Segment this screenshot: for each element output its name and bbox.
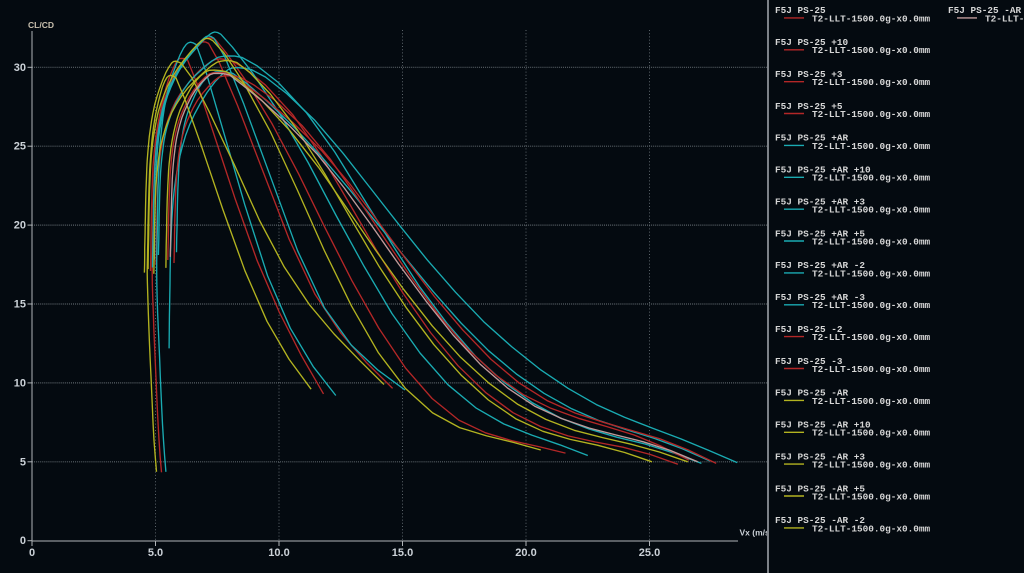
- svg-text:T2-LLT-1500.0g-x0.0mm: T2-LLT-1500.0g-x0.0mm: [812, 236, 931, 247]
- svg-text:25.0: 25.0: [639, 547, 660, 559]
- svg-text:T2-LLT-1500.0g-x0.0mm: T2-LLT-1500.0g-x0.0mm: [812, 268, 931, 279]
- svg-text:F5J PS-25 -AR +10: F5J PS-25 -AR +10: [775, 420, 871, 431]
- svg-text:F5J PS-25 +10: F5J PS-25 +10: [775, 37, 849, 48]
- svg-text:T2-LLT-1500.0g-x0.0mm: T2-LLT-1500.0g-x0.0mm: [812, 523, 931, 534]
- svg-text:T2-LLT-1500.0g-x0.0mm: T2-LLT-1500.0g-x0.0mm: [985, 13, 1024, 24]
- svg-text:5.0: 5.0: [148, 547, 163, 559]
- svg-text:F5J PS-25: F5J PS-25: [775, 5, 826, 16]
- svg-text:T2-LLT-1500.0g-x0.0mm: T2-LLT-1500.0g-x0.0mm: [812, 428, 931, 439]
- svg-text:F5J PS-25 +AR +10: F5J PS-25 +AR +10: [775, 165, 871, 176]
- svg-text:T2-LLT-1500.0g-x0.0mm: T2-LLT-1500.0g-x0.0mm: [812, 300, 931, 311]
- svg-text:T2-LLT-1500.0g-x0.0mm: T2-LLT-1500.0g-x0.0mm: [812, 45, 931, 56]
- svg-text:20.0: 20.0: [515, 547, 536, 559]
- svg-text:F5J PS-25 -AR -2: F5J PS-25 -AR -2: [775, 515, 865, 526]
- svg-text:F5J PS-25 -2: F5J PS-25 -2: [775, 324, 843, 335]
- svg-text:CL/CD: CL/CD: [28, 20, 54, 30]
- svg-text:5: 5: [20, 456, 26, 468]
- svg-text:F5J PS-25 +3: F5J PS-25 +3: [775, 69, 843, 80]
- svg-text:T2-LLT-1500.0g-x0.0mm: T2-LLT-1500.0g-x0.0mm: [812, 364, 931, 375]
- svg-text:Vx (m/s): Vx (m/s): [740, 528, 773, 538]
- svg-text:F5J PS-25 +AR -3: F5J PS-25 +AR -3: [775, 292, 865, 303]
- svg-text:T2-LLT-1500.0g-x0.0mm: T2-LLT-1500.0g-x0.0mm: [812, 77, 931, 88]
- svg-text:F5J PS-25 +5: F5J PS-25 +5: [775, 101, 843, 112]
- svg-text:10: 10: [14, 377, 26, 389]
- svg-text:T2-LLT-1500.0g-x0.0mm: T2-LLT-1500.0g-x0.0mm: [812, 332, 931, 343]
- svg-text:F5J PS-25 +AR +3: F5J PS-25 +AR +3: [775, 196, 865, 207]
- svg-text:T2-LLT-1500.0g-x0.0mm: T2-LLT-1500.0g-x0.0mm: [812, 491, 931, 502]
- svg-text:15: 15: [14, 299, 26, 311]
- svg-text:30: 30: [14, 62, 26, 74]
- svg-text:0: 0: [20, 535, 26, 547]
- svg-text:T2-LLT-1500.0g-x0.0mm: T2-LLT-1500.0g-x0.0mm: [812, 141, 931, 152]
- svg-text:F5J PS-25 +AR -2: F5J PS-25 +AR -2: [775, 260, 865, 271]
- svg-text:10.0: 10.0: [268, 547, 289, 559]
- svg-text:T2-LLT-1500.0g-x0.0mm: T2-LLT-1500.0g-x0.0mm: [812, 396, 931, 407]
- svg-text:T2-LLT-1500.0g-x0.0mm: T2-LLT-1500.0g-x0.0mm: [812, 205, 931, 216]
- svg-text:F5J PS-25 +AR: F5J PS-25 +AR: [775, 133, 849, 144]
- svg-text:T2-LLT-1500.0g-x0.0mm: T2-LLT-1500.0g-x0.0mm: [812, 460, 931, 471]
- svg-text:F5J PS-25 -AR: F5J PS-25 -AR: [775, 388, 849, 399]
- svg-text:F5J PS-25 -3: F5J PS-25 -3: [775, 356, 843, 367]
- svg-text:20: 20: [14, 220, 26, 232]
- svg-text:25: 25: [14, 141, 26, 153]
- svg-text:T2-LLT-1500.0g-x0.0mm: T2-LLT-1500.0g-x0.0mm: [812, 173, 931, 184]
- svg-text:F5J PS-25 +AR +5: F5J PS-25 +AR +5: [775, 228, 865, 239]
- svg-text:F5J PS-25 -AR +3: F5J PS-25 -AR +3: [775, 451, 865, 462]
- svg-text:F5J PS-25 -AR -3: F5J PS-25 -AR -3: [948, 5, 1024, 16]
- svg-text:T2-LLT-1500.0g-x0.0mm: T2-LLT-1500.0g-x0.0mm: [812, 13, 931, 24]
- svg-text:T2-LLT-1500.0g-x0.0mm: T2-LLT-1500.0g-x0.0mm: [812, 109, 931, 120]
- svg-text:15.0: 15.0: [392, 547, 413, 559]
- svg-text:0: 0: [29, 547, 35, 559]
- svg-text:F5J PS-25 -AR +5: F5J PS-25 -AR +5: [775, 483, 865, 494]
